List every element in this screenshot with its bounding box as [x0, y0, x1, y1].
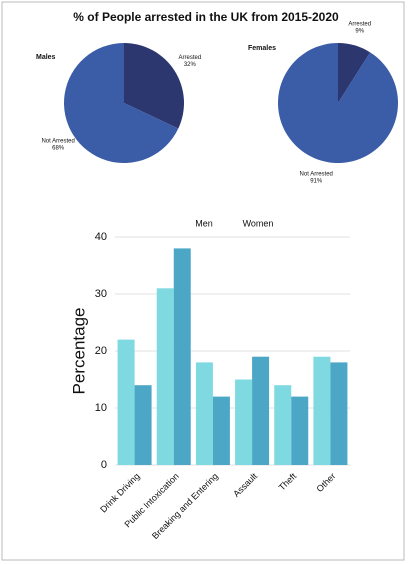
slice-value: 32% — [184, 62, 197, 68]
slice-value: 9% — [355, 29, 364, 35]
bar — [313, 356, 331, 465]
legend-label: Men — [195, 218, 213, 228]
bar — [134, 385, 152, 465]
legend-label: Women — [243, 218, 274, 228]
title: % of People arrested in the UK from 2015… — [73, 10, 339, 24]
bar — [156, 288, 174, 465]
pie-slice — [64, 43, 179, 163]
y-tick-label: 10 — [95, 402, 107, 414]
bar — [235, 379, 253, 465]
bar — [274, 385, 292, 465]
y-tick-label: 40 — [95, 231, 107, 243]
bar — [252, 356, 270, 465]
bar — [173, 248, 191, 465]
y-tick-label: 30 — [95, 288, 107, 300]
slice-label: Not Arrested — [300, 171, 333, 177]
pie-title: Females — [248, 45, 276, 52]
bar — [291, 396, 309, 465]
y-tick-label: 20 — [95, 345, 107, 357]
y-axis-label: Percentage — [69, 308, 88, 395]
slice-label: Arrested — [348, 22, 371, 28]
pie-slice — [124, 43, 184, 129]
bar — [212, 396, 230, 465]
slice-value: 91% — [310, 178, 323, 184]
slice-value: 68% — [52, 145, 65, 151]
slice-label: Arrested — [179, 55, 202, 61]
bar — [330, 362, 348, 465]
pie-title: Males — [36, 54, 56, 61]
bar — [117, 339, 135, 465]
pie-slice — [278, 43, 398, 164]
slice-label: Not Arrested — [41, 138, 74, 144]
pie-slice — [338, 43, 371, 103]
bar — [195, 362, 213, 465]
y-tick-label: 0 — [101, 459, 107, 471]
